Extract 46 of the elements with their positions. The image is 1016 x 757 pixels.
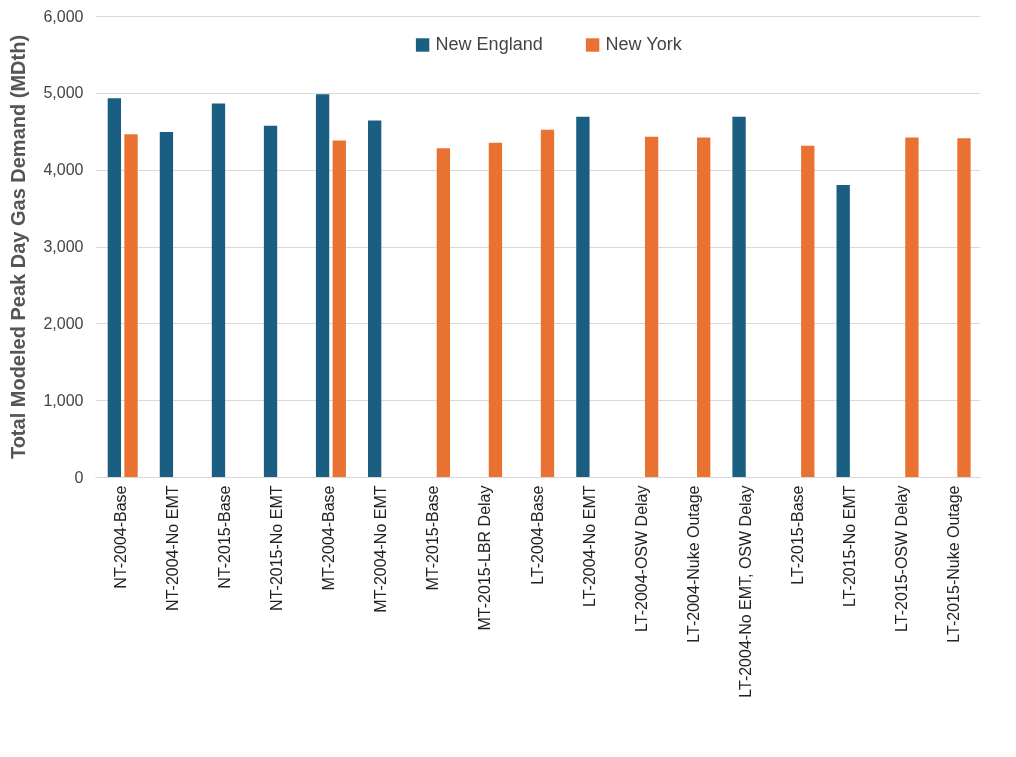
bar xyxy=(368,120,382,477)
x-tick-label: NT-2015-No EMT xyxy=(268,485,286,611)
bar xyxy=(315,94,330,477)
y-tick-label: 2,000 xyxy=(43,314,84,332)
bar xyxy=(159,132,174,477)
bar xyxy=(801,145,815,477)
x-tick-label: MT-2004-Base xyxy=(320,485,338,591)
bar xyxy=(905,137,919,477)
x-tick-label: LT-2004-OSW Delay xyxy=(632,485,650,632)
x-tick-label: LT-2015-Base xyxy=(788,485,806,585)
legend-label: New England xyxy=(435,34,543,54)
bar xyxy=(732,116,746,477)
bar xyxy=(488,142,503,477)
x-tick-label: NT-2004-Base xyxy=(112,485,130,589)
x-tick-label: MT-2015-LBR Delay xyxy=(476,485,494,631)
x-tick-label: NT-2015-Base xyxy=(216,485,234,589)
y-tick-label: 0 xyxy=(74,468,84,486)
y-tick-label: 1,000 xyxy=(43,391,84,409)
bar xyxy=(436,148,451,477)
y-tick-label: 6,000 xyxy=(43,7,84,25)
bar xyxy=(576,116,590,477)
y-tick-label: 4,000 xyxy=(43,161,84,179)
bar xyxy=(697,137,711,477)
bar xyxy=(107,98,122,477)
x-tick-label: MT-2004-No EMT xyxy=(372,485,390,613)
bar xyxy=(263,125,278,477)
x-tick-label: MT-2015-Base xyxy=(424,485,442,591)
bar xyxy=(124,134,138,477)
bar xyxy=(332,140,346,477)
y-tick-label: 3,000 xyxy=(43,238,84,255)
x-tick-label: LT-2015-OSW Delay xyxy=(892,485,910,632)
y-axis-title: Total Modeled Peak Day Gas Demand (MDth) xyxy=(7,34,30,460)
x-tick-label: LT-2004-Base xyxy=(528,485,546,585)
y-tick-label: 5,000 xyxy=(43,84,84,102)
bar xyxy=(540,129,555,477)
bar xyxy=(957,138,971,477)
bar xyxy=(211,103,226,477)
bar xyxy=(644,136,659,477)
bar xyxy=(836,185,850,477)
x-tick-label: LT-2004-No EMT xyxy=(580,485,598,608)
x-tick-label: LT-2004-Nuke Outage xyxy=(684,485,702,643)
legend-label: New York xyxy=(605,34,683,54)
x-tick-label: LT-2004-No EMT, OSW Delay xyxy=(736,485,754,698)
x-tick-label: LT-2015-No EMT xyxy=(840,485,858,608)
x-tick-label: LT-2015-Nuke Outage xyxy=(944,485,962,643)
x-tick-label: NT-2004-No EMT xyxy=(164,485,182,611)
